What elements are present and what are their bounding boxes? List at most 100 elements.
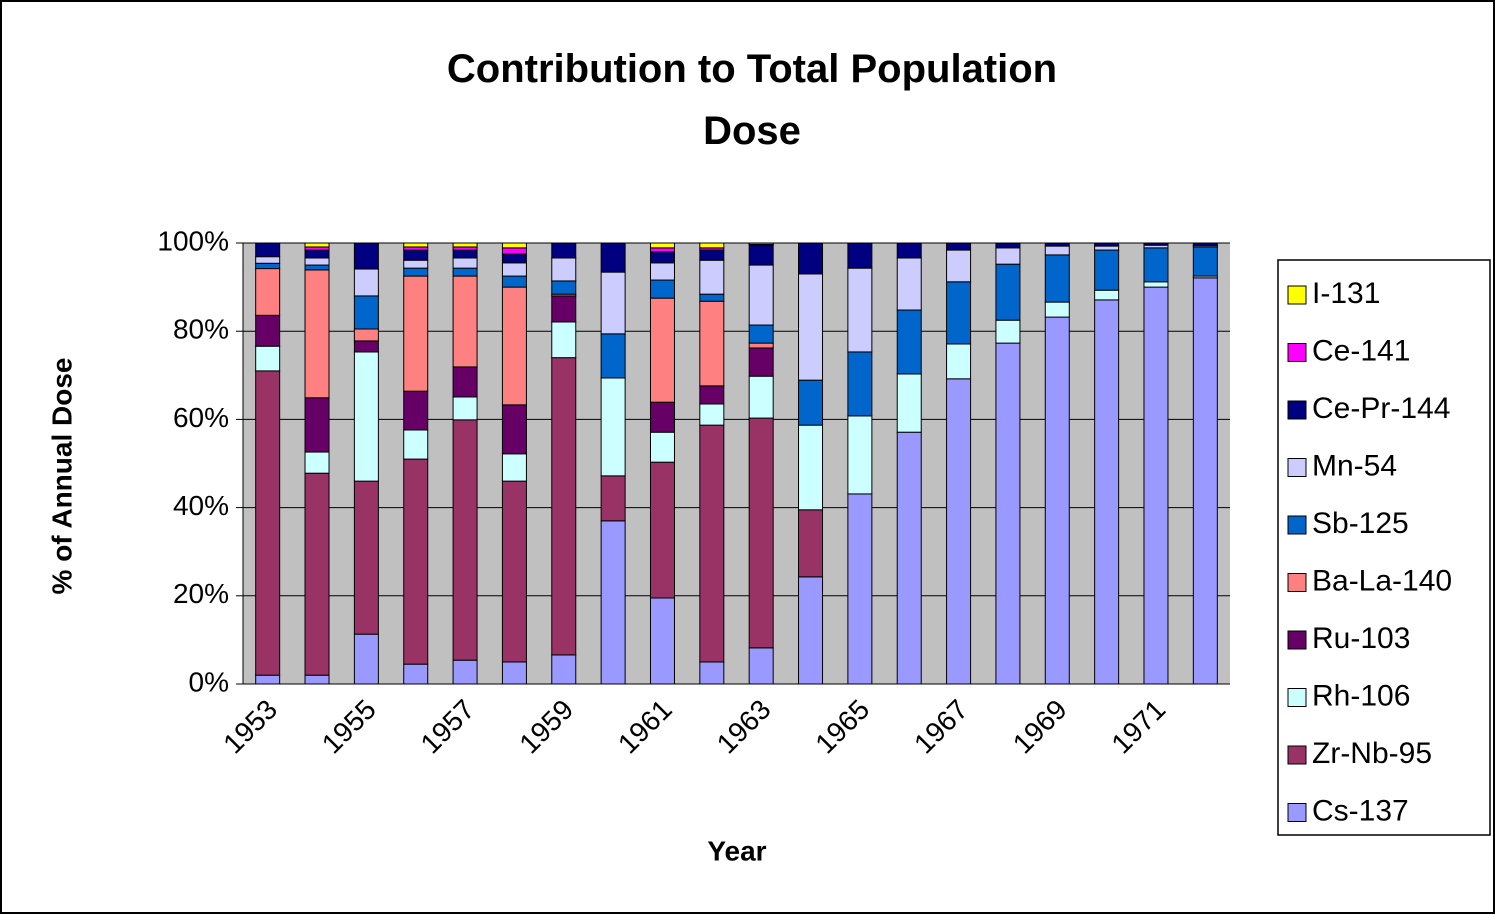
bar-segment (551, 280, 577, 295)
bar-segment (748, 375, 774, 419)
bar-segment (847, 351, 873, 417)
bar-segment (403, 663, 429, 685)
bar-segment (748, 264, 774, 326)
bar-segment (1044, 316, 1070, 685)
bar-segment (255, 345, 281, 372)
bar-segment (1143, 242, 1169, 246)
legend-swatch (1287, 745, 1307, 765)
x-axis-title: Year (707, 835, 766, 866)
bar-segment (452, 396, 478, 421)
bar-segment (255, 268, 281, 316)
bar-segment (353, 242, 379, 270)
bar-segment (1044, 242, 1070, 247)
bar-segment (1044, 254, 1070, 303)
legend-swatch (1287, 803, 1307, 822)
bar-segment (798, 509, 824, 578)
bar-segment (452, 249, 478, 259)
bar-segment (600, 242, 626, 273)
bar-segment (403, 429, 429, 460)
bar-segment (1094, 289, 1120, 301)
bar-segment (649, 251, 675, 264)
bar-segment (649, 262, 675, 281)
bar-segment (946, 249, 972, 283)
legend-box (1277, 259, 1491, 836)
bar-segment (353, 633, 379, 685)
bar-segment (995, 242, 1021, 249)
bar-segment (1143, 247, 1169, 283)
bar-segment (946, 281, 972, 345)
legend-label: Mn-54 (1312, 449, 1397, 482)
bar-segment (649, 247, 675, 253)
bar-segment (649, 297, 675, 403)
legend-label: Cs-137 (1312, 794, 1409, 827)
bar-segment (304, 397, 330, 453)
bar-segment (304, 269, 330, 399)
bar-segment (995, 247, 1021, 265)
bar-segment (501, 661, 527, 685)
bar-segment (551, 257, 577, 282)
legend-label: Rh-106 (1312, 679, 1410, 712)
bar-segment (798, 424, 824, 511)
legend-label: Ru-103 (1312, 622, 1410, 655)
legend-swatch (1287, 630, 1307, 650)
bar-segment (649, 461, 675, 599)
bar-segment (748, 242, 774, 245)
bar-segment (1192, 277, 1218, 685)
bar-segment (600, 520, 626, 685)
bar-segment (847, 242, 873, 269)
bar-segment (748, 324, 774, 344)
bar-segment (748, 417, 774, 649)
bar-segment (1044, 245, 1070, 256)
bar-segment (304, 472, 330, 676)
bar-segment (403, 249, 429, 261)
bar-segment (452, 275, 478, 368)
bar-segment (1094, 245, 1120, 251)
bar-segment (353, 340, 379, 353)
bar-segment (748, 347, 774, 377)
bar-segment (551, 654, 577, 685)
bar-segment (699, 300, 725, 387)
bar-segment (501, 286, 527, 406)
bar-segment (403, 275, 429, 392)
bar-segment (1094, 299, 1120, 685)
bar-segment (649, 431, 675, 463)
bar-segment (798, 379, 824, 426)
bar-segment (649, 242, 675, 249)
bar-segment (896, 257, 922, 311)
bar-segment (699, 661, 725, 685)
legend-swatch (1287, 573, 1307, 592)
bar-segment (748, 244, 774, 266)
bar-segment (551, 357, 577, 656)
bar-segment (896, 431, 922, 685)
bar-segment (551, 295, 577, 323)
bar-segment (946, 242, 972, 251)
bar-segment (501, 480, 527, 663)
bar-segment (452, 659, 478, 685)
bar-segment (452, 257, 478, 269)
bar-segment (847, 415, 873, 495)
y-tick-label: 100% (157, 225, 229, 256)
bar-segment (649, 279, 675, 299)
bar-segment (699, 293, 725, 302)
bar-segment (600, 271, 626, 335)
bar-segment (649, 401, 675, 433)
bar-segment (896, 373, 922, 433)
bar-segment (748, 647, 774, 685)
legend-label: I-131 (1312, 277, 1380, 310)
y-tick-label: 80% (173, 314, 229, 345)
y-tick-label: 60% (173, 402, 229, 433)
legend-swatch (1287, 400, 1307, 420)
bar-segment (1143, 286, 1169, 685)
bar-segment (353, 480, 379, 635)
bar-segment (255, 256, 281, 264)
bar-segment (551, 321, 577, 359)
bar-segment (255, 370, 281, 676)
bar-segment (501, 253, 527, 264)
bar-segment (452, 242, 478, 248)
legend-swatch (1287, 688, 1307, 707)
y-tick-label: 40% (173, 490, 229, 521)
bar-segment (995, 263, 1021, 321)
legend-label: Ce-Pr-144 (1312, 392, 1450, 425)
bar-segment (255, 262, 281, 270)
